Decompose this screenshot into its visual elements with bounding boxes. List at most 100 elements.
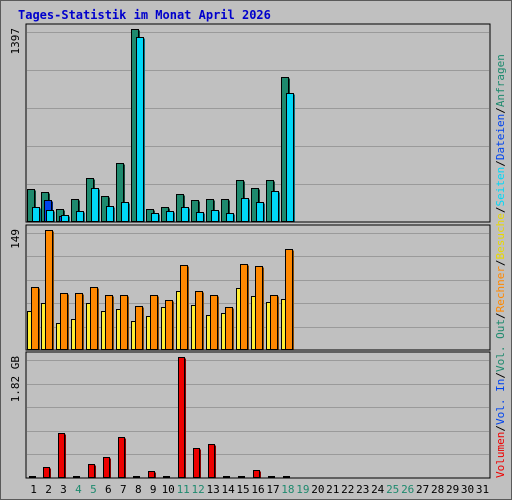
bar-rechner-day-13-body bbox=[210, 295, 218, 350]
bar-rechner-day-12 bbox=[195, 291, 204, 350]
legend-text: Volumen/Vol. In/Vol. Out/Rechner/Besuche… bbox=[494, 54, 507, 478]
x-label-day-10: 10 bbox=[162, 483, 175, 496]
x-label-day-28: 28 bbox=[431, 483, 444, 496]
x-label-day-2: 2 bbox=[45, 483, 52, 496]
bar-besuche-day-3-body bbox=[56, 323, 61, 350]
bar-volumen-day-18-body bbox=[283, 476, 290, 478]
x-day-labels: 1 2 3 4 5 6 7 8 9 10 11 12 13 14 15 16 17 18 19 20 21 22 23 24 2… bbox=[30, 483, 489, 496]
bar-anfragen-day-14-body bbox=[221, 199, 229, 222]
bar-dateien-day-5 bbox=[91, 188, 100, 222]
bar-dateien-day-18 bbox=[286, 93, 295, 222]
bar-rechner-day-8-body bbox=[135, 306, 143, 350]
bar-volumen-day-8-body bbox=[133, 476, 140, 478]
bar-anfragen-day-12-body bbox=[191, 200, 199, 222]
chart-panels bbox=[25, 23, 491, 479]
y-max-label-middle: 149 bbox=[9, 229, 22, 249]
x-label-day-17: 17 bbox=[266, 483, 279, 496]
legend-sep: / bbox=[494, 372, 507, 379]
legend-rechner: Rechner bbox=[494, 266, 507, 313]
bar-rechner-day-8 bbox=[135, 306, 144, 350]
bar-dateien-day-13-body bbox=[211, 210, 219, 222]
bar-rechner-day-9 bbox=[150, 295, 159, 350]
bar-dateien-day-5-body bbox=[91, 188, 99, 222]
bar-dateien-day-8 bbox=[136, 37, 145, 222]
legend-sep: / bbox=[494, 312, 507, 319]
bar-dateien-day-2 bbox=[46, 210, 55, 222]
bar-rechner-day-17 bbox=[270, 295, 279, 350]
x-label-day-7: 7 bbox=[120, 483, 127, 496]
bar-rechner-day-13 bbox=[210, 295, 219, 350]
bar-volumen-day-1-body bbox=[29, 476, 36, 478]
x-label-day-16: 16 bbox=[251, 483, 264, 496]
bar-besuche-day-5-body bbox=[86, 303, 91, 350]
bar-besuche-day-11-body bbox=[176, 291, 181, 350]
bar-volumen-day-7 bbox=[118, 437, 126, 478]
bar-dateien-day-8-body bbox=[136, 37, 144, 222]
bar-dateien-day-10-body bbox=[166, 211, 174, 222]
bar-volumen-day-4 bbox=[73, 476, 80, 478]
x-label-day-11: 11 bbox=[177, 483, 190, 496]
x-label-day-31: 31 bbox=[476, 483, 489, 496]
right-legend: Volumen/Vol. In/Vol. Out/Rechner/Besuche… bbox=[494, 54, 507, 478]
bar-volumen-day-12 bbox=[193, 448, 201, 478]
bar-besuche-day-8-body bbox=[131, 321, 136, 350]
x-label-day-15: 15 bbox=[236, 483, 249, 496]
panel-3-border bbox=[25, 351, 491, 479]
bar-anfragen-day-1-body bbox=[27, 189, 35, 222]
bar-dateien-day-14 bbox=[226, 213, 235, 222]
bar-dateien-day-11 bbox=[181, 207, 190, 222]
bar-besuche-day-18-body bbox=[281, 299, 286, 350]
bar-volumen-day-7-body bbox=[118, 437, 125, 478]
bar-volumen-day-9-body bbox=[148, 471, 155, 478]
legend-vol-out: Vol. Out bbox=[494, 319, 507, 372]
bar-dateien-day-12-body bbox=[196, 212, 204, 222]
bar-rechner-day-10-body bbox=[165, 300, 173, 350]
bar-volumen-day-17-body bbox=[268, 476, 275, 478]
bar-anfragen-day-7-body bbox=[116, 163, 124, 222]
x-label-day-18: 18 bbox=[281, 483, 294, 496]
bar-rechner-day-7 bbox=[120, 295, 129, 350]
bar-anfragen-day-4-body bbox=[71, 199, 79, 222]
bar-rechner-day-5 bbox=[90, 287, 99, 350]
bar-volumen-day-3-body bbox=[58, 433, 65, 478]
x-label-day-25: 25 bbox=[386, 483, 399, 496]
x-label-day-4: 4 bbox=[75, 483, 82, 496]
bar-dateien-day-7 bbox=[121, 202, 130, 222]
bar-dateien-day-6 bbox=[106, 206, 115, 222]
bar-dateien-day-4 bbox=[76, 211, 85, 222]
x-label-day-13: 13 bbox=[206, 483, 219, 496]
bar-rechner-day-3-body bbox=[60, 293, 68, 350]
bar-dateien-day-18-body bbox=[286, 93, 294, 222]
x-label-day-21: 21 bbox=[326, 483, 339, 496]
bar-volumen-day-13-body bbox=[208, 444, 215, 478]
bar-volumen-day-5 bbox=[88, 464, 96, 478]
bar-rechner-day-9-body bbox=[150, 295, 158, 350]
bar-rechner-day-6-body bbox=[105, 295, 113, 350]
bar-besuche-day-14-body bbox=[221, 313, 226, 350]
bar-dateien-day-1 bbox=[32, 207, 41, 222]
bar-rechner-day-18 bbox=[285, 249, 294, 350]
bar-volumen-day-2 bbox=[43, 467, 51, 478]
x-label-day-24: 24 bbox=[371, 483, 385, 496]
y-max-label-bottom: 1.82 GB bbox=[9, 356, 22, 403]
bar-rechner-day-18-body bbox=[285, 249, 293, 350]
bar-rechner-day-14-body bbox=[225, 307, 233, 350]
bar-rechner-day-3 bbox=[60, 293, 69, 350]
x-label-day-26: 26 bbox=[401, 483, 414, 496]
bar-volumen-day-11 bbox=[178, 357, 186, 478]
x-label-day-8: 8 bbox=[135, 483, 142, 496]
bar-volumen-day-18 bbox=[283, 476, 290, 478]
bar-dateien-day-16 bbox=[256, 202, 265, 222]
bar-dateien-day-3 bbox=[61, 215, 70, 222]
x-label-day-14: 14 bbox=[221, 483, 235, 496]
bar-rechner-day-10 bbox=[165, 300, 174, 350]
bar-rechner-day-14 bbox=[225, 307, 234, 350]
legend-vol-in: Vol. In bbox=[494, 379, 507, 425]
bar-rechner-day-16 bbox=[255, 266, 264, 350]
bar-rechner-day-17-body bbox=[270, 295, 278, 350]
bar-dateien-day-10 bbox=[166, 211, 175, 222]
legend-sep: / bbox=[494, 425, 507, 432]
legend-dateien: Dateien bbox=[494, 114, 507, 160]
